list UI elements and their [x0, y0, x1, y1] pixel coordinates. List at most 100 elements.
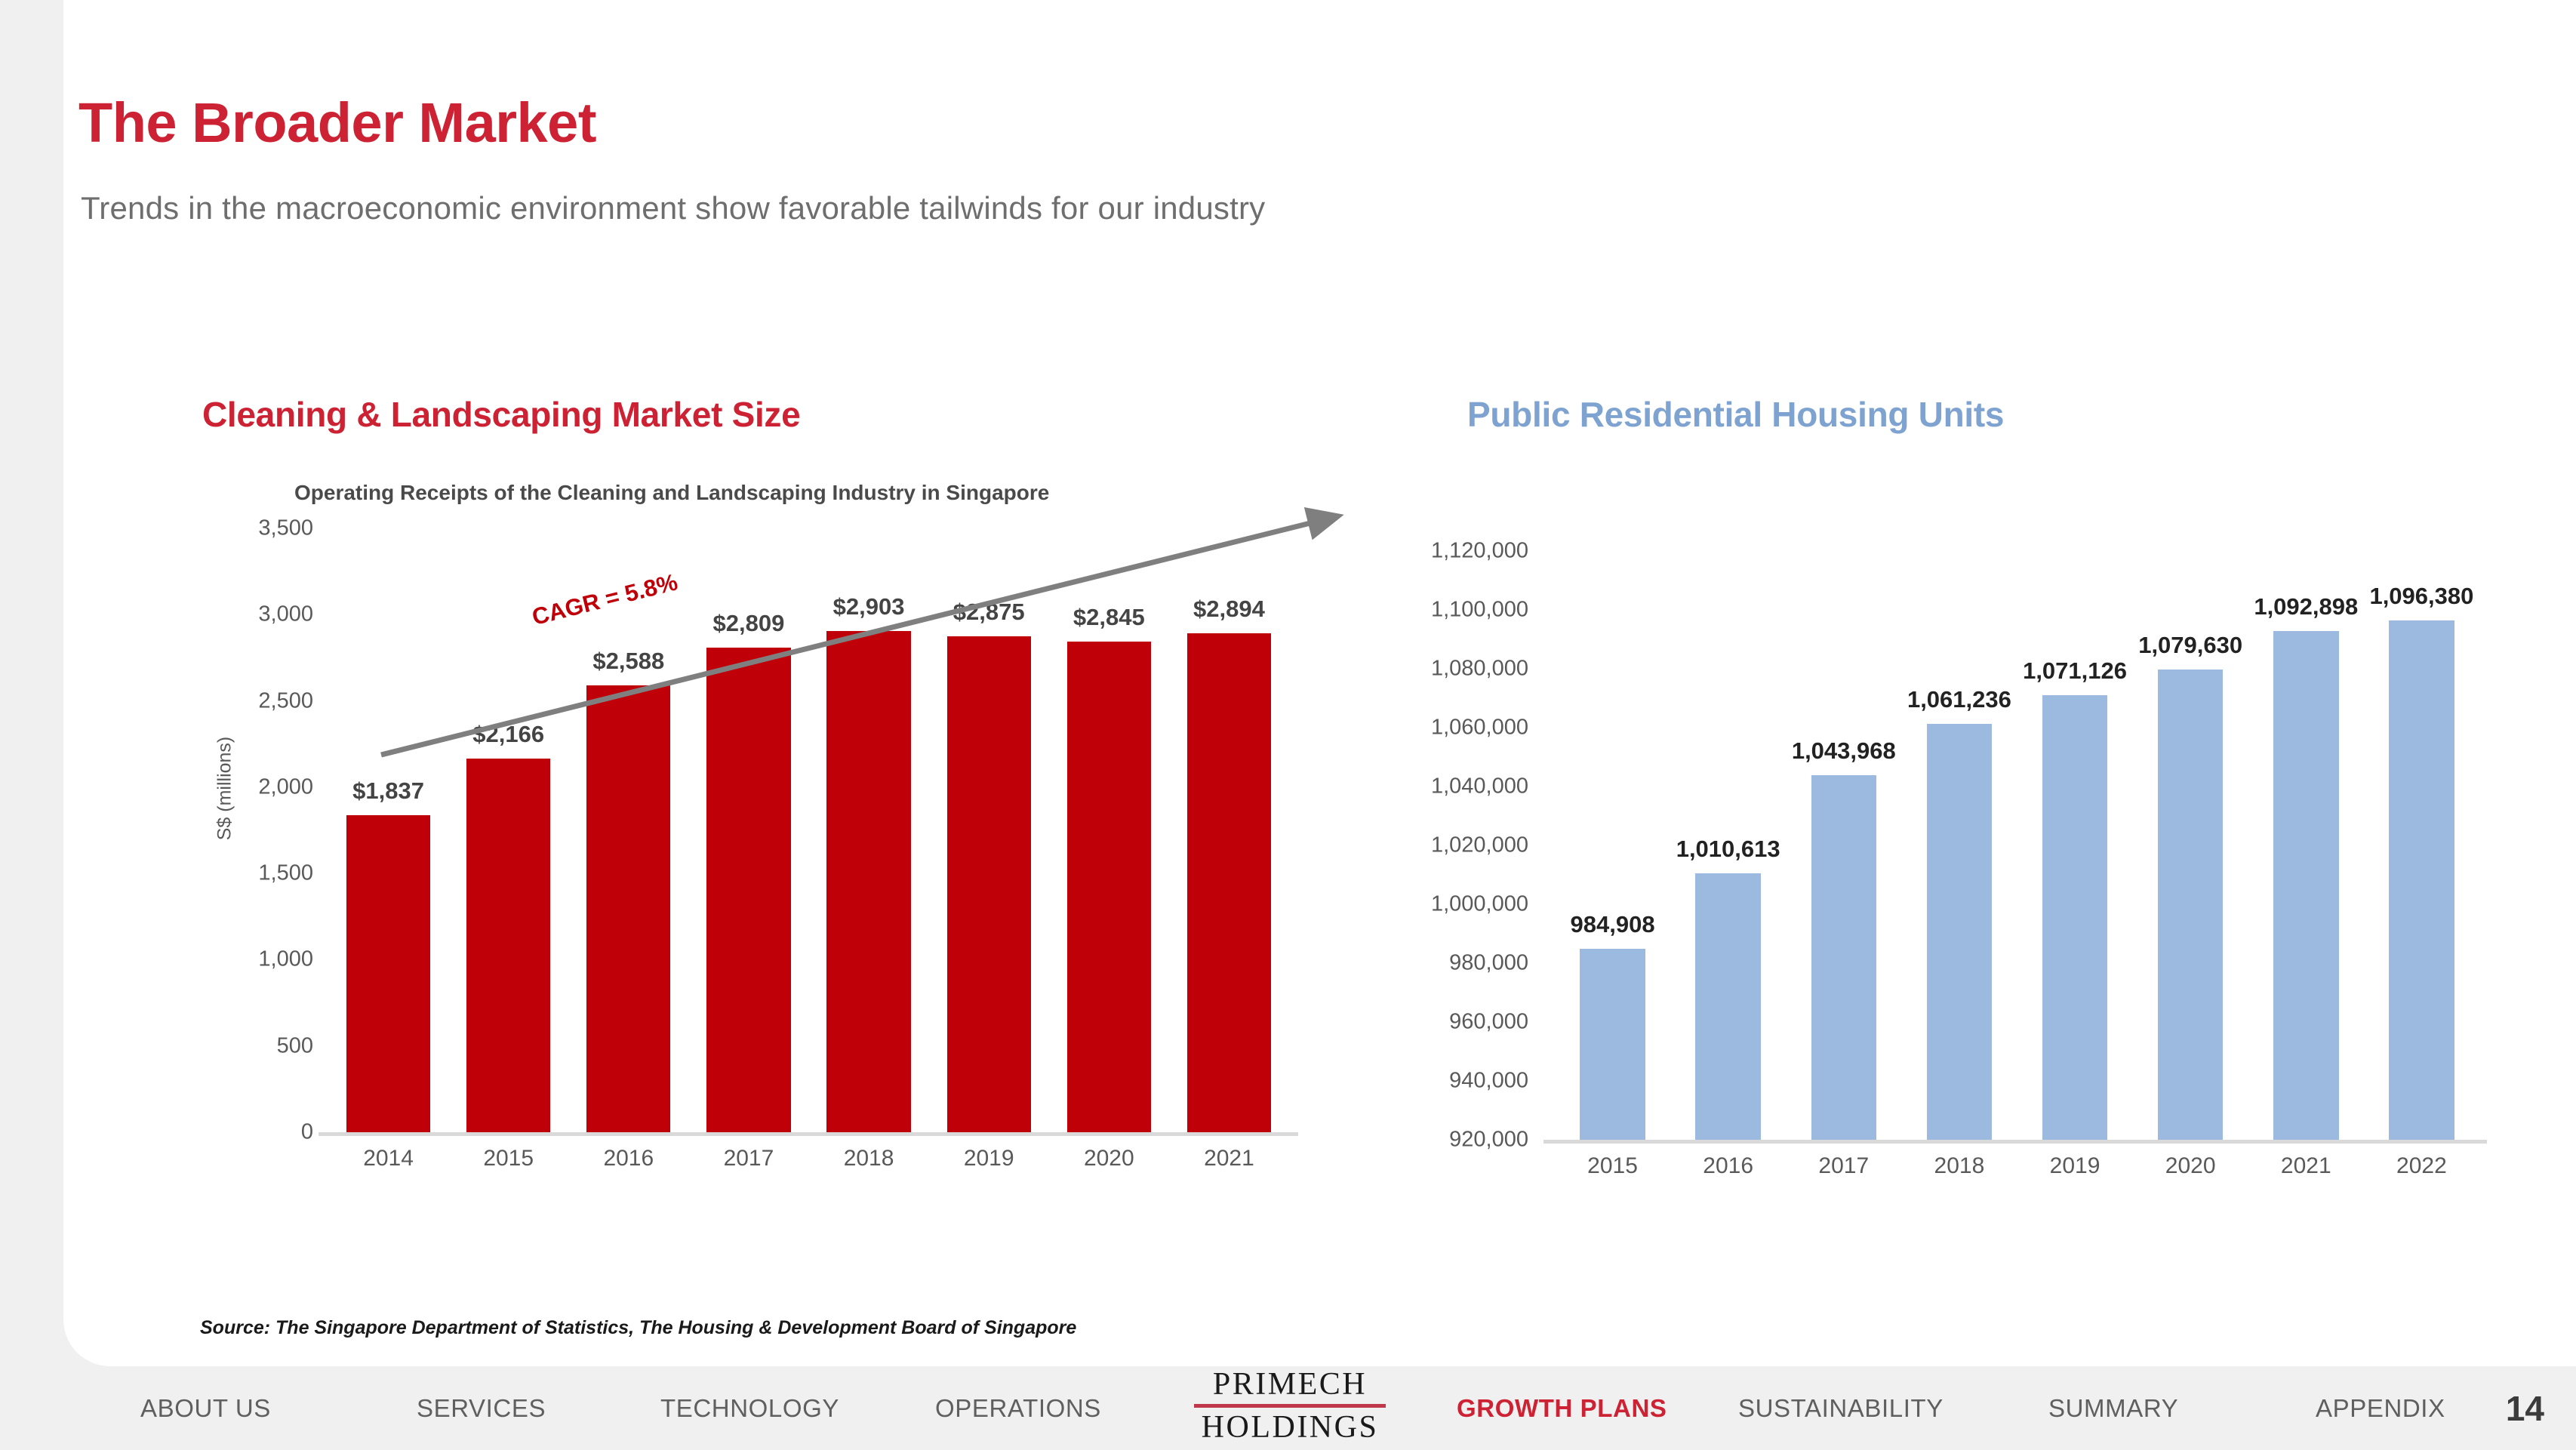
left-chart-bar[interactable] [706, 647, 791, 1132]
footer-nav-about-us[interactable]: ABOUT US [140, 1393, 271, 1422]
left-chart-bar[interactable] [826, 631, 911, 1132]
footer-nav-growth-plans[interactable]: GROWTH PLANS [1457, 1393, 1667, 1422]
left-chart-bar[interactable] [1066, 641, 1151, 1132]
right-chart-x-axis-ticks: 2015 2016 2017 2018 2019 2020 2021 2022 [1555, 1153, 2479, 1179]
left-chart-y-axis-ticks: 3,500 3,000 2,500 2,000 1,500 1,000 500 0 [234, 516, 313, 1144]
right-chart-bar-group[interactable]: 1,010,613 [1676, 528, 1781, 1140]
right-chart-bar[interactable] [2157, 670, 2224, 1140]
right-chart-y-tick-label: 980,000 [1449, 950, 1528, 975]
left-chart-bar[interactable] [346, 815, 431, 1132]
left-chart-bar-value-label: $2,903 [833, 593, 905, 620]
left-chart-bar-value-label: $2,875 [953, 598, 1025, 625]
right-chart-x-tick-label: 2015 [1587, 1153, 1638, 1178]
left-chart-y-tick-label: 0 [300, 1119, 313, 1144]
right-chart-bar-value-label: 1,092,898 [2254, 593, 2359, 620]
right-chart-bar-group[interactable]: 1,096,380 [2369, 528, 2475, 1140]
right-chart-x-tick-label: 2020 [2165, 1153, 2216, 1178]
left-chart-bar-group[interactable]: $2,845 [1055, 528, 1163, 1132]
logo-bottom-text: HOLDINGS [1201, 1410, 1379, 1445]
right-chart-bar-value-label: 1,071,126 [2023, 657, 2127, 684]
left-chart-y-tick-label: 500 [276, 1033, 313, 1058]
left-chart-bar-value-label: $1,837 [352, 777, 424, 805]
right-chart-bar[interactable] [1926, 724, 1993, 1140]
right-chart-y-tick-label: 940,000 [1449, 1068, 1528, 1093]
left-chart-plot-area: 3,500 3,000 2,500 2,000 1,500 1,000 500 0 $1,83… [234, 506, 1344, 1171]
left-chart-y-tick-label: 2,000 [258, 774, 313, 799]
left-chart-bar-group[interactable]: $2,894 [1175, 528, 1283, 1132]
right-chart-bars: 984,908 1,010,613 1,043,968 1,061,236 1,071,… [1555, 528, 2479, 1140]
right-chart-bar[interactable] [2273, 630, 2339, 1140]
left-chart-x-tick-label: 2015 [483, 1146, 534, 1171]
left-chart-bar[interactable] [466, 758, 551, 1132]
right-chart-bar-value-label: 1,010,613 [1676, 835, 1780, 862]
footer-nav-sustainability[interactable]: SUSTAINABILITY [1738, 1393, 1944, 1422]
right-chart-bar-value-label: 1,061,236 [1907, 686, 2011, 713]
logo-top-text: PRIMECH [1212, 1367, 1368, 1402]
left-panel-heading: Cleaning & Landscaping Market Size [202, 395, 801, 434]
footer-bar: ABOUT US SERVICES TECHNOLOGY OPERATIONS GROW… [0, 1366, 2576, 1450]
right-chart-bar-group[interactable]: 1,043,968 [1791, 528, 1897, 1140]
right-chart-bar[interactable] [1811, 774, 1877, 1140]
right-chart-y-tick-label: 960,000 [1449, 1009, 1528, 1034]
left-chart-y-tick-label: 1,500 [258, 860, 313, 885]
right-chart-y-tick-label: 1,020,000 [1430, 833, 1528, 857]
left-chart-y-tick-label: 1,000 [258, 947, 313, 971]
left-chart-bar-group[interactable]: $1,837 [334, 528, 442, 1132]
footer-nav-operations[interactable]: OPERATIONS [935, 1393, 1101, 1422]
left-chart-bars: $1,837 $2,166 $2,588 $2,809 $2,903 $2,875 $2,8… [328, 528, 1289, 1132]
right-chart-x-axis-line [1543, 1140, 2487, 1144]
left-chart-y-tick-label: 2,500 [258, 688, 313, 713]
footer-nav-summary[interactable]: SUMMARY [2048, 1393, 2179, 1422]
right-chart-y-axis-ticks: 1,120,000 1,100,000 1,080,000 1,060,000 1,04… [1400, 539, 1528, 1152]
right-chart-bar[interactable] [2389, 620, 2454, 1140]
left-chart-bar-group[interactable]: $2,903 [815, 528, 923, 1132]
left-chart-bar-group[interactable]: $2,875 [935, 528, 1043, 1132]
source-note: Source: The Singapore Department of Stat… [200, 1317, 1077, 1338]
right-chart-bar-group[interactable]: 984,908 [1560, 528, 1666, 1140]
right-chart-x-tick-label: 2019 [2049, 1153, 2101, 1178]
right-chart-x-tick-label: 2018 [1934, 1153, 1985, 1178]
footer-nav-appendix[interactable]: APPENDIX [2316, 1393, 2445, 1422]
left-chart-bar-value-label: $2,845 [1073, 603, 1145, 630]
right-chart-x-tick-label: 2016 [1703, 1153, 1754, 1178]
right-chart-bar[interactable] [2042, 694, 2108, 1140]
left-chart-bar[interactable] [1186, 633, 1272, 1132]
right-chart-y-tick-label: 1,040,000 [1430, 774, 1528, 799]
left-chart-bar-value-label: $2,588 [592, 648, 665, 675]
left-chart-x-axis-line [319, 1132, 1298, 1136]
right-panel-heading: Public Residential Housing Units [1467, 395, 2005, 434]
left-chart-bar-group[interactable]: $2,588 [575, 528, 683, 1132]
left-chart-bar[interactable] [946, 636, 1031, 1132]
right-chart-y-tick-label: 1,120,000 [1430, 538, 1528, 563]
footer-navigation[interactable]: ABOUT US SERVICES TECHNOLOGY OPERATIONS GROW… [0, 1366, 2576, 1450]
left-chart-y-tick-label: 3,500 [258, 516, 313, 540]
right-chart-bar-group[interactable]: 1,071,126 [2022, 528, 2128, 1140]
right-chart-x-tick-label: 2021 [2280, 1153, 2331, 1178]
left-chart-x-tick-label: 2016 [603, 1146, 654, 1171]
right-chart-bar[interactable] [1695, 873, 1761, 1140]
right-chart-bar-group[interactable]: 1,061,236 [1907, 528, 2012, 1140]
page-number: 14 [2505, 1388, 2544, 1428]
left-chart-x-tick-label: 2020 [1083, 1146, 1134, 1171]
cleaning-landscaping-bar-chart: S$ (millions) 3,500 3,000 2,500 2,000 1,500 1… [143, 506, 1344, 1178]
left-chart-bar[interactable] [586, 685, 671, 1132]
left-chart-x-tick-label: 2014 [363, 1146, 414, 1171]
left-chart-bar-group[interactable]: $2,809 [695, 528, 803, 1132]
left-chart-x-tick-label: 2017 [723, 1146, 774, 1171]
footer-nav-services[interactable]: SERVICES [417, 1393, 546, 1422]
page-subtitle: Trends in the macroeconomic environment … [81, 190, 1266, 226]
left-chart-x-axis-ticks: 2014 2015 2016 2017 2018 2019 2020 2021 [328, 1146, 1289, 1171]
left-chart-subtitle: Operating Receipts of the Cleaning and L… [294, 481, 1050, 504]
right-chart-y-tick-label: 1,080,000 [1430, 656, 1528, 681]
left-chart-bar-value-label: $2,894 [1193, 595, 1265, 622]
left-chart-bar-value-label: $2,809 [712, 609, 785, 636]
left-chart-y-axis-label: S$ (millions) [214, 736, 235, 841]
right-chart-bar-group[interactable]: 1,079,630 [2137, 528, 2243, 1140]
footer-nav-technology[interactable]: TECHNOLOGY [660, 1393, 840, 1422]
right-chart-bar-group[interactable]: 1,092,898 [2253, 528, 2359, 1140]
right-chart-y-tick-label: 1,100,000 [1430, 597, 1528, 622]
right-chart-x-tick-label: 2022 [2396, 1153, 2447, 1178]
right-chart-bar[interactable] [1580, 948, 1645, 1140]
logo-divider [1194, 1404, 1386, 1408]
right-chart-bar-value-label: 984,908 [1570, 910, 1655, 937]
